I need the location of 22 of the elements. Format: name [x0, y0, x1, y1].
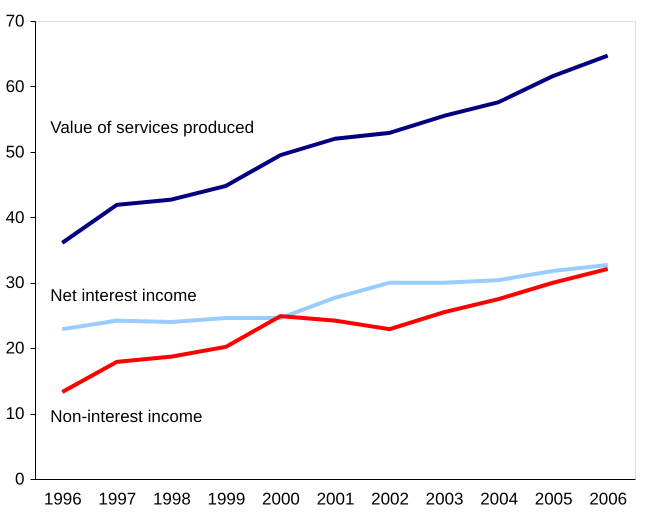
x-tick-label: 2004 [480, 490, 518, 508]
x-tick-label: 1999 [207, 490, 246, 508]
y-tick-label: 20 [6, 338, 24, 358]
y-tick-label: 0 [15, 470, 24, 488]
x-tick-label: 2003 [426, 490, 464, 508]
y-tick-label: 60 [6, 76, 24, 96]
x-tick-label: 1996 [44, 490, 82, 508]
series-label: Net interest income [50, 286, 197, 306]
y-tick-label: 50 [6, 142, 24, 162]
y-tick-label: 10 [6, 404, 24, 424]
x-tick-label: 1997 [98, 490, 136, 508]
x-tick-label: 2002 [371, 490, 409, 508]
y-tick-label: 30 [6, 273, 24, 292]
y-tick-label: 40 [6, 208, 24, 227]
x-tick-label: 2006 [589, 490, 628, 508]
x-tick-label: 2000 [262, 490, 300, 508]
x-tick-label: 2001 [316, 490, 354, 508]
x-tick-label: 2005 [534, 490, 573, 508]
x-tick-label: 1998 [152, 490, 191, 508]
y-tick-label: 70 [6, 12, 24, 30]
series-label: Non-interest income [50, 406, 202, 426]
series-label: Value of services produced [50, 118, 254, 137]
